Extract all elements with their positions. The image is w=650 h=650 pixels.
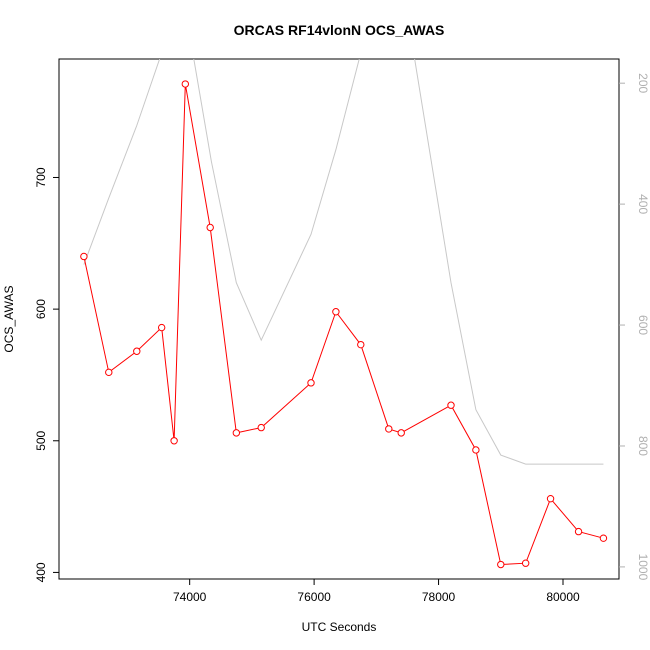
data-point	[497, 560, 505, 569]
data-point	[307, 379, 315, 387]
data-point	[157, 323, 166, 332]
y-tick-label: 700	[34, 167, 48, 187]
y-tick-label: 600	[34, 299, 48, 319]
data-point	[574, 527, 583, 536]
series-layer	[80, 59, 608, 569]
data-point	[181, 80, 190, 88]
data-point	[133, 347, 141, 355]
data-point	[397, 429, 405, 437]
x-tick-label: 76000	[297, 590, 331, 604]
y-tick-label: 400	[34, 562, 48, 582]
x-axis-label: UTC Seconds	[302, 620, 377, 634]
data-point	[472, 446, 480, 454]
data-point	[105, 368, 113, 377]
data-point	[521, 559, 530, 567]
data-point	[257, 423, 265, 432]
data-point	[599, 534, 608, 542]
data-point	[546, 494, 555, 503]
x-axis: 74000 76000 78000 80000	[173, 579, 580, 604]
y2-tick-label: 1000	[636, 554, 650, 581]
data-point	[170, 437, 178, 445]
y2-tick-label: 400	[636, 194, 650, 214]
x-tick-label: 74000	[173, 590, 207, 604]
y2-tick-label: 200	[636, 73, 650, 93]
secondary-y-axis: 200 400 600 800 1000	[619, 73, 650, 581]
data-point	[206, 223, 214, 232]
data-point	[232, 429, 241, 437]
data-point	[332, 308, 340, 316]
plot-frame	[58, 58, 620, 580]
y-axis-label: OCS_AWAS	[2, 285, 16, 352]
y-axis: 400 500 600 700	[34, 167, 59, 582]
data-point	[447, 401, 455, 409]
y2-tick-label: 800	[636, 436, 650, 456]
data-point	[80, 252, 88, 261]
y2-tick-label: 600	[636, 315, 650, 335]
x-tick-label: 80000	[546, 590, 580, 604]
data-point	[385, 425, 393, 433]
chart-title: ORCAS RF14vlonN OCS_AWAS	[234, 22, 445, 38]
y-tick-label: 500	[34, 430, 48, 450]
data-point	[357, 340, 365, 349]
secondary-series-line	[83, 59, 604, 465]
x-tick-label: 78000	[422, 590, 456, 604]
